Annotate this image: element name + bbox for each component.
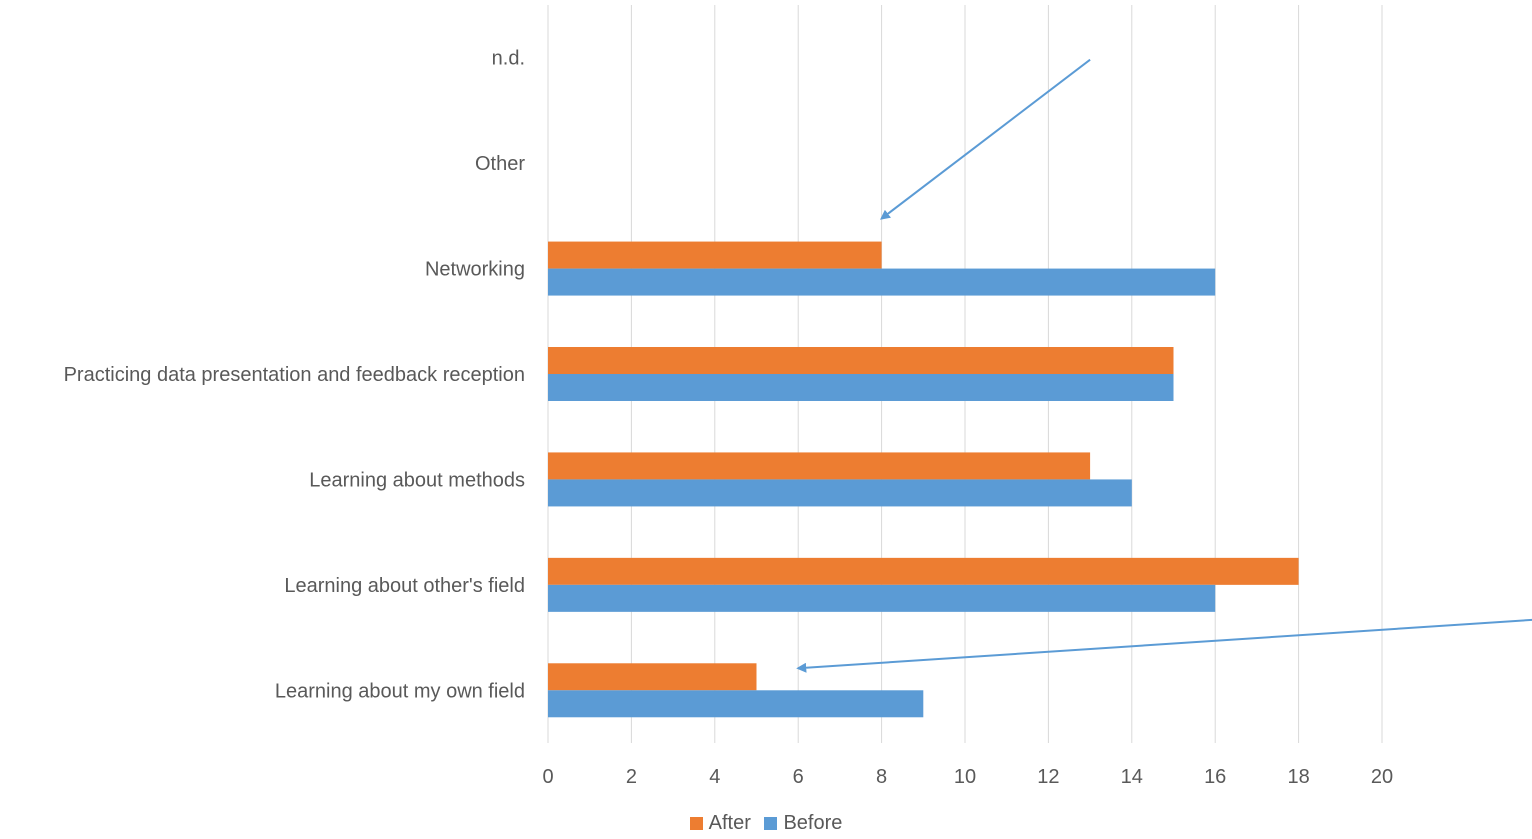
x-tick-label: 16: [1204, 766, 1226, 788]
annotation-arrow: [880, 58, 1091, 220]
category-label: Learning about methods: [309, 469, 525, 491]
legend-swatch-after: [689, 817, 703, 830]
bars: [548, 241, 1299, 718]
bar-before: [548, 479, 1132, 507]
legend-label-after: After: [708, 812, 751, 834]
category-label: Learning about other's field: [284, 575, 525, 597]
x-tick-label: 8: [876, 766, 887, 788]
x-tick-label: 18: [1287, 766, 1309, 788]
legend-label-before: Before: [783, 812, 843, 834]
x-tick-label: 14: [1121, 766, 1143, 788]
x-tick-label: 20: [1371, 766, 1393, 788]
bar-after: [548, 663, 757, 691]
legend-swatch-before: [764, 817, 778, 830]
category-label: Practicing data presentation and feedbac…: [64, 364, 525, 386]
x-tick-label: 2: [626, 766, 637, 788]
category-labels: n.d. Other Networking Practicing data prese…: [64, 48, 526, 703]
category-label: Other: [475, 153, 525, 175]
bar-before: [548, 268, 1216, 296]
legend-item-after: After: [689, 812, 751, 835]
bar-after: [548, 241, 882, 269]
x-tick-label: 4: [709, 766, 720, 788]
annotations: [796, 58, 1532, 673]
bar-before: [548, 374, 1174, 401]
bar-after: [548, 557, 1299, 585]
x-tick-label: 10: [954, 766, 976, 788]
annotation-arrow: [796, 618, 1532, 673]
category-label: Networking: [425, 259, 525, 281]
bar-before: [548, 584, 1216, 612]
legend: After Before: [0, 812, 1532, 836]
x-tick-labels: 0 2 4 6 8 10 12 14 16 18 20: [542, 766, 1393, 788]
category-label: n.d.: [492, 48, 525, 70]
bar-before: [548, 690, 924, 718]
bar-after: [548, 347, 1174, 374]
category-label: Learning about my own field: [275, 680, 525, 702]
legend-item-before: Before: [764, 812, 842, 835]
x-tick-label: 0: [542, 766, 553, 788]
bar-after: [548, 452, 1091, 480]
x-tick-label: 6: [793, 766, 804, 788]
x-tick-label: 12: [1037, 766, 1059, 788]
